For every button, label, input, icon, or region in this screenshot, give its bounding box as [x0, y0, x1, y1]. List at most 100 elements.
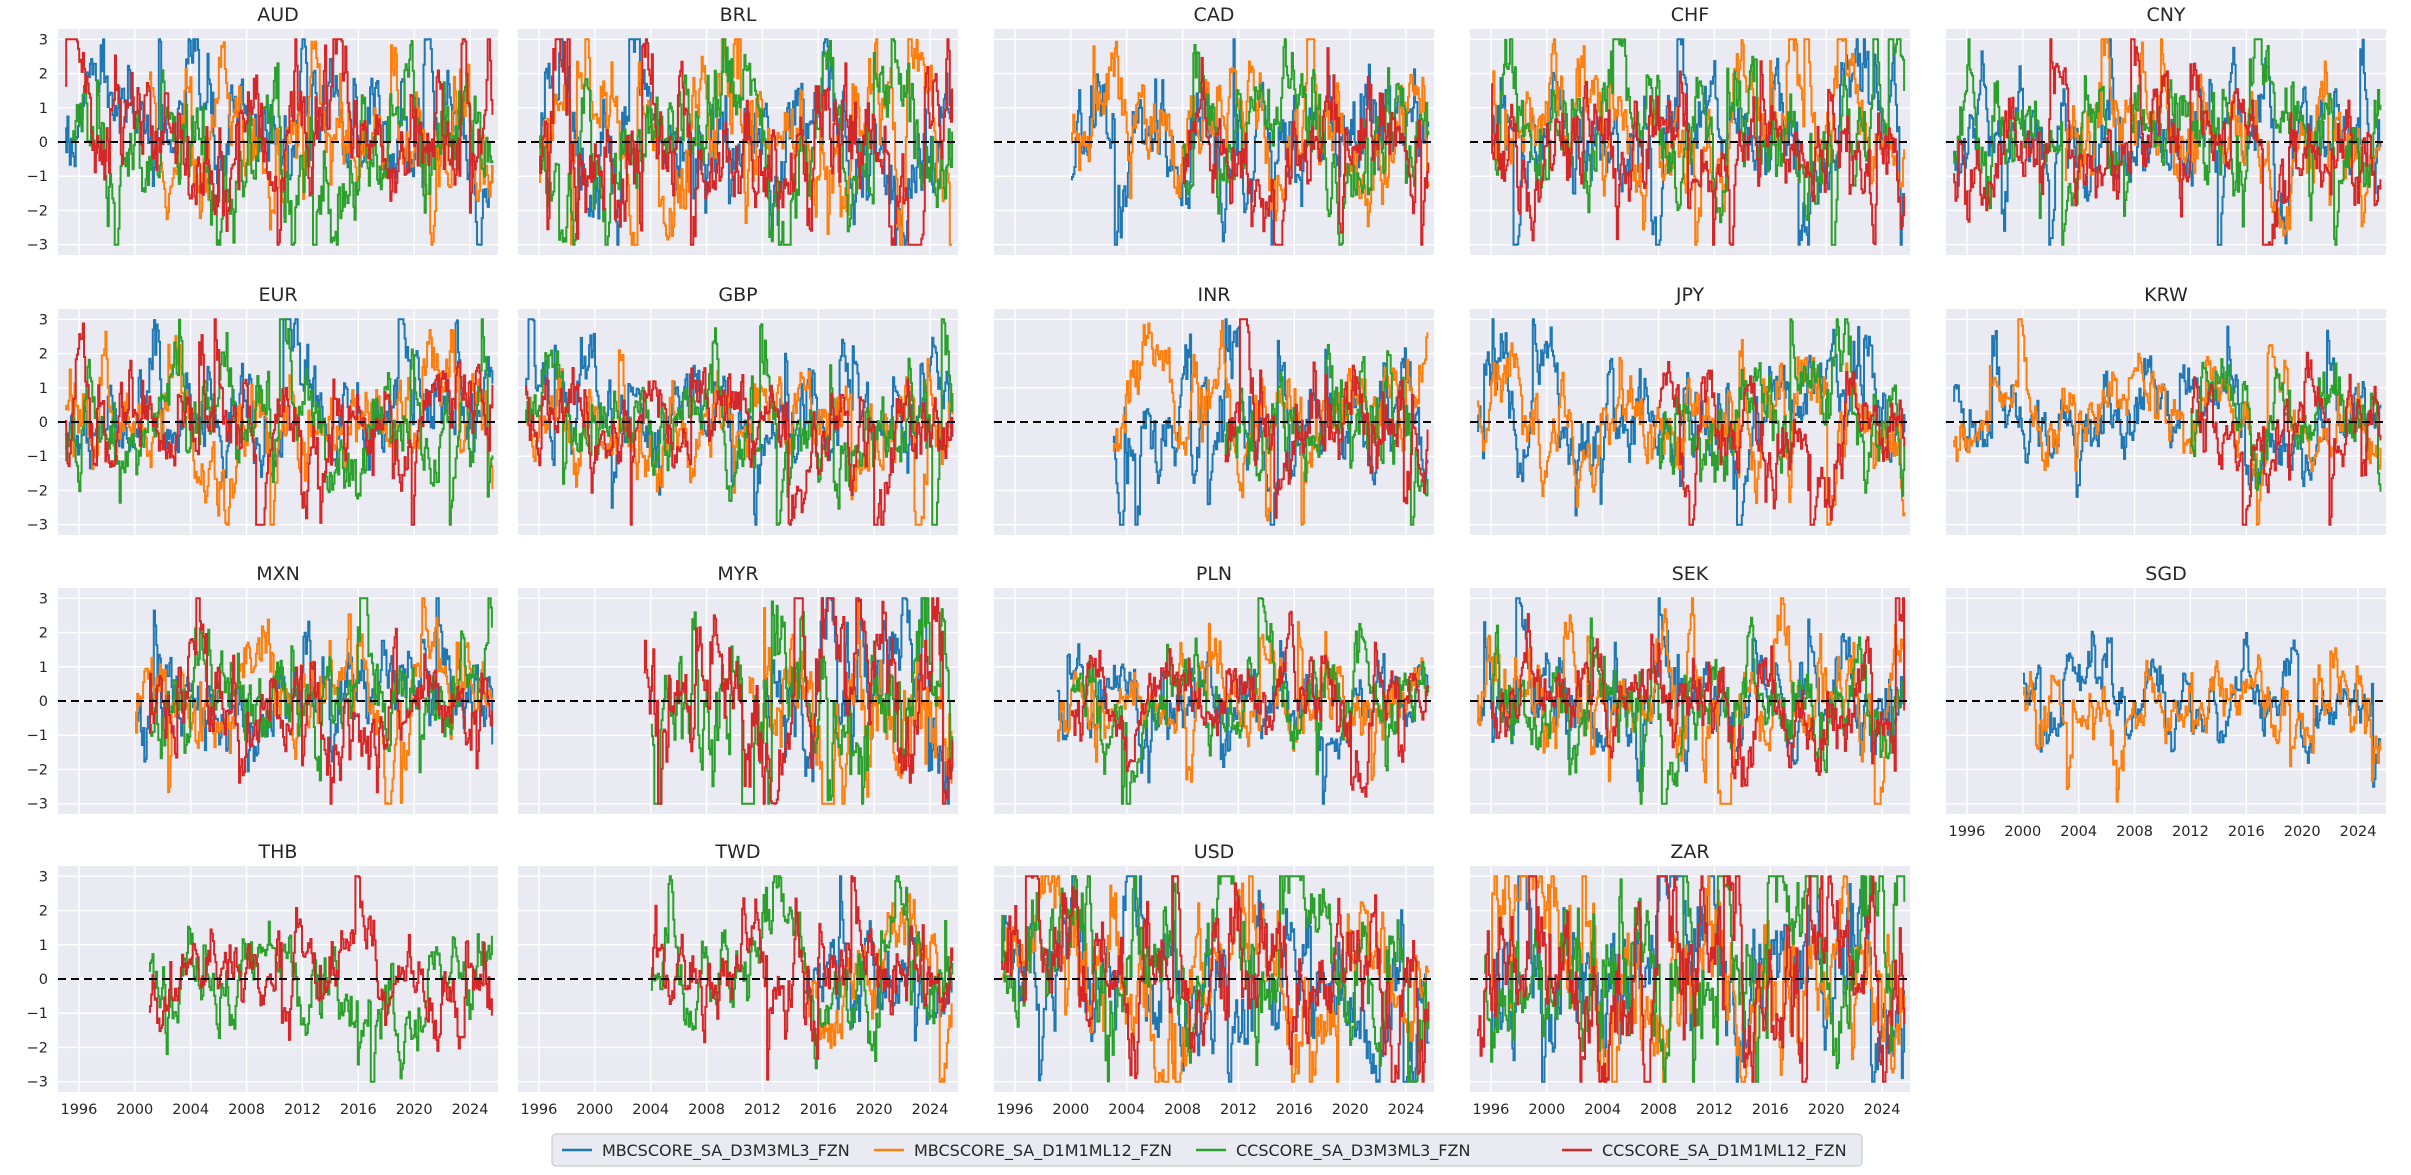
series-line-0	[1477, 318, 1906, 526]
series-line-3	[1070, 610, 1430, 798]
y-tick-label: 0	[39, 972, 48, 988]
x-tick-label: 2024	[912, 1102, 949, 1118]
y-tick-label: −1	[27, 728, 48, 744]
panel-title: JPY	[1675, 284, 1705, 306]
series-line-2	[65, 318, 494, 526]
panel-myr: MYR	[518, 563, 958, 814]
series-line-2	[148, 920, 493, 1083]
series-group	[2022, 630, 2382, 803]
y-tick-label: −2	[27, 483, 48, 499]
series-line-3	[1182, 47, 1430, 246]
x-tick-label: 2004	[1108, 1102, 1145, 1118]
y-tick-label: −3	[27, 797, 48, 813]
x-tick-label: 2008	[1640, 1102, 1677, 1118]
panel-title: EUR	[258, 284, 297, 306]
x-tick-label: 2024	[452, 1102, 489, 1118]
series-line-3	[525, 367, 954, 526]
x-tick-label: 2012	[1696, 1102, 1733, 1118]
y-tick-label: −3	[27, 518, 48, 534]
series-group	[1477, 597, 1906, 805]
y-tick-label: −1	[27, 449, 48, 465]
panel-title: GBP	[718, 284, 757, 306]
y-tick-label: −3	[27, 238, 48, 254]
series-line-3	[65, 38, 494, 246]
panel-brl: BRL	[518, 4, 958, 255]
series-line-1	[539, 38, 953, 246]
series-line-2	[72, 40, 494, 246]
series-group	[539, 38, 954, 246]
legend-label-mbcscore-d3m3ml3: MBCSCORE_SA_D3M3ML3_FZN	[602, 1141, 850, 1161]
x-tick-label: 2000	[116, 1102, 153, 1118]
x-tick-label: 2008	[1164, 1102, 1201, 1118]
x-tick-label: 2016	[1752, 1102, 1789, 1118]
panel-title: SGD	[2145, 563, 2186, 585]
series-line-3	[1658, 361, 1906, 526]
panel-sgd: SGD 1996 2000 2004 2008 2012 2016 2020 2024	[1946, 563, 2386, 840]
y-tick-label: 1	[39, 381, 48, 397]
series-line-3	[1491, 597, 1906, 788]
panel-cad: CAD	[994, 4, 1434, 255]
x-tick-label: 2012	[2172, 824, 2209, 840]
series-group	[1477, 875, 1906, 1083]
series-group	[65, 318, 494, 526]
x-tick-label: 2016	[1276, 1102, 1313, 1118]
series-line-1	[1112, 319, 1429, 526]
series-group	[525, 318, 954, 526]
x-tick-label: 1996	[1948, 824, 1985, 840]
y-tick-label: −1	[27, 1006, 48, 1022]
panel-title: BRL	[720, 4, 757, 26]
series-line-3	[1001, 875, 1430, 1083]
y-tick-label: 3	[39, 591, 48, 607]
series-line-3	[1953, 38, 2382, 246]
x-tick-label: 1996	[520, 1102, 557, 1118]
panel-title: PLN	[1196, 563, 1232, 585]
series-line-1	[148, 40, 493, 246]
panel-title: CNY	[2146, 4, 2185, 26]
x-tick-label: 2020	[856, 1102, 893, 1118]
y-tick-label: 1	[39, 660, 48, 676]
x-tick-label: 2020	[2284, 824, 2321, 840]
x-tick-label: 1996	[1472, 1102, 1509, 1118]
panel-eur: EUR 3 2 1 0 −1 −2 −3	[27, 284, 498, 535]
series-line-1	[1056, 621, 1429, 783]
series-group	[1477, 318, 1906, 526]
series-line-3	[1224, 318, 1429, 519]
y-tick-label: −1	[27, 169, 48, 185]
x-tick-label: 2024	[1388, 1102, 1425, 1118]
x-tick-label: 1996	[60, 1102, 97, 1118]
y-tick-label: 2	[39, 904, 48, 920]
series-line-3	[2190, 351, 2382, 526]
series-line-1	[525, 349, 954, 526]
panel-krw: KRW	[1946, 284, 2386, 535]
legend-label-mbcscore-d1m1ml12: MBCSCORE_SA_D1M1ML12_FZN	[914, 1141, 1172, 1161]
x-tick-label: 2016	[2228, 824, 2265, 840]
y-tick-label: 2	[39, 347, 48, 363]
panel-cny: CNY	[1946, 4, 2386, 255]
series-group	[1953, 38, 2382, 246]
x-tick-label: 2024	[2340, 824, 2377, 840]
series-line-0	[1491, 38, 1906, 246]
x-tick-label: 2024	[1864, 1102, 1901, 1118]
y-tick-label: 0	[39, 135, 48, 151]
x-tick-label: 2016	[800, 1102, 837, 1118]
panel-usd: USD 1996 2000 2004 2008 2012 2016 2020 2024	[994, 841, 1434, 1118]
panel-zar: ZAR 1996 2000 2004 2008 2012 2016 2020 2024	[1470, 841, 1910, 1118]
x-tick-label: 1996	[996, 1102, 1033, 1118]
x-tick-label: 2004	[1584, 1102, 1621, 1118]
panel-sek: SEK	[1470, 563, 1910, 814]
y-tick-label: 2	[39, 626, 48, 642]
y-tick-label: 3	[39, 312, 48, 328]
series-group	[650, 875, 954, 1083]
panel-title: SEK	[1672, 563, 1709, 585]
series-group	[148, 875, 493, 1083]
x-tick-label: 2004	[632, 1102, 669, 1118]
x-tick-label: 2020	[396, 1102, 433, 1118]
y-tick-label: −2	[27, 203, 48, 219]
panel-title: MXN	[256, 563, 300, 585]
series-line-2	[1182, 38, 1430, 246]
series-line-3	[148, 875, 493, 1052]
series-line-3	[65, 318, 494, 526]
y-tick-label: 0	[39, 694, 48, 710]
y-tick-label: 1	[39, 938, 48, 954]
series-group	[643, 597, 954, 805]
